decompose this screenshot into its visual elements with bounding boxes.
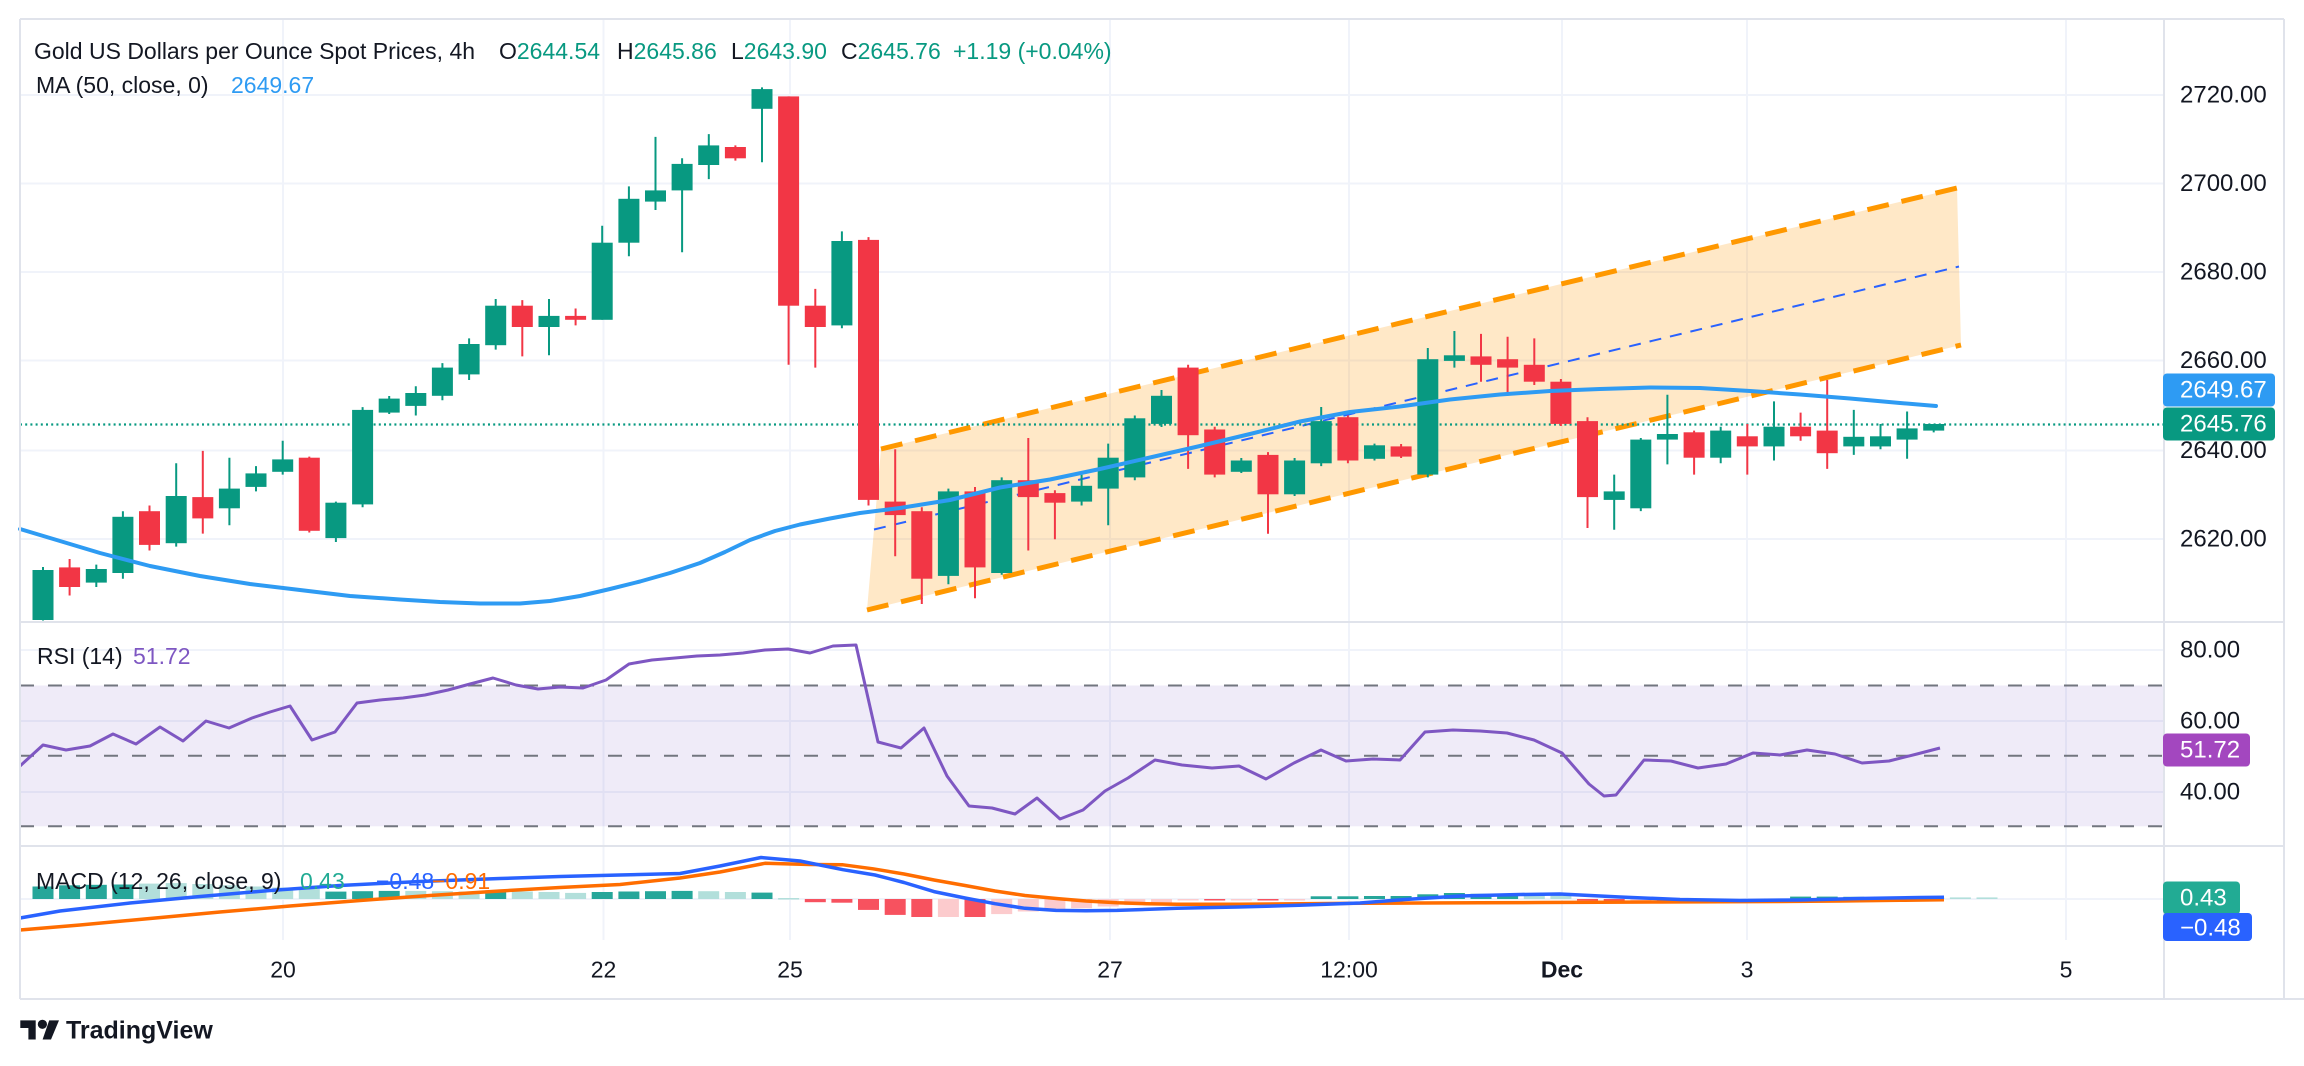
- svg-text:RSI (14): RSI (14): [37, 643, 123, 669]
- svg-text:2680.00: 2680.00: [2180, 259, 2267, 286]
- svg-text:60.00: 60.00: [2180, 708, 2240, 735]
- svg-text:22: 22: [591, 957, 617, 983]
- svg-text:2645.76: 2645.76: [2180, 411, 2267, 438]
- svg-text:51.72: 51.72: [133, 643, 191, 669]
- svg-text:2720.00: 2720.00: [2180, 82, 2267, 109]
- svg-text:27: 27: [1097, 957, 1123, 983]
- svg-text:0.43: 0.43: [2180, 885, 2227, 912]
- svg-text:2640.00: 2640.00: [2180, 437, 2267, 464]
- svg-text:2649.67: 2649.67: [2180, 377, 2267, 404]
- svg-text:O2644.54: O2644.54: [499, 38, 600, 64]
- svg-text:Gold US Dollars per Ounce Spot: Gold US Dollars per Ounce Spot Prices, 4…: [34, 38, 475, 64]
- svg-text:−0.91: −0.91: [432, 868, 490, 894]
- svg-text:H2645.86: H2645.86: [617, 38, 717, 64]
- svg-text:25: 25: [777, 957, 803, 983]
- svg-text:3: 3: [1741, 957, 1754, 983]
- svg-text:2700.00: 2700.00: [2180, 170, 2267, 197]
- svg-text:MACD (12, 26, close, 9): MACD (12, 26, close, 9): [36, 868, 281, 894]
- svg-text:40.00: 40.00: [2180, 779, 2240, 806]
- svg-text:2620.00: 2620.00: [2180, 526, 2267, 553]
- svg-text:0.43: 0.43: [300, 868, 345, 894]
- svg-text:L2643.90: L2643.90: [731, 38, 827, 64]
- svg-text:20: 20: [270, 957, 296, 983]
- svg-text:−0.48: −0.48: [376, 868, 434, 894]
- svg-text:51.72: 51.72: [2180, 737, 2240, 764]
- svg-text:C2645.76: C2645.76: [841, 38, 941, 64]
- svg-text:+1.19 (+0.04%): +1.19 (+0.04%): [953, 38, 1112, 64]
- svg-text:TradingView: TradingView: [66, 1017, 213, 1045]
- svg-text:2660.00: 2660.00: [2180, 347, 2267, 374]
- svg-text:80.00: 80.00: [2180, 637, 2240, 664]
- svg-text:12:00: 12:00: [1320, 957, 1378, 983]
- svg-text:Dec: Dec: [1541, 957, 1583, 983]
- svg-text:MA (50, close, 0): MA (50, close, 0): [36, 72, 209, 98]
- svg-text:−0.48: −0.48: [2180, 915, 2241, 942]
- svg-text:2649.67: 2649.67: [231, 72, 314, 98]
- svg-text:5: 5: [2060, 957, 2073, 983]
